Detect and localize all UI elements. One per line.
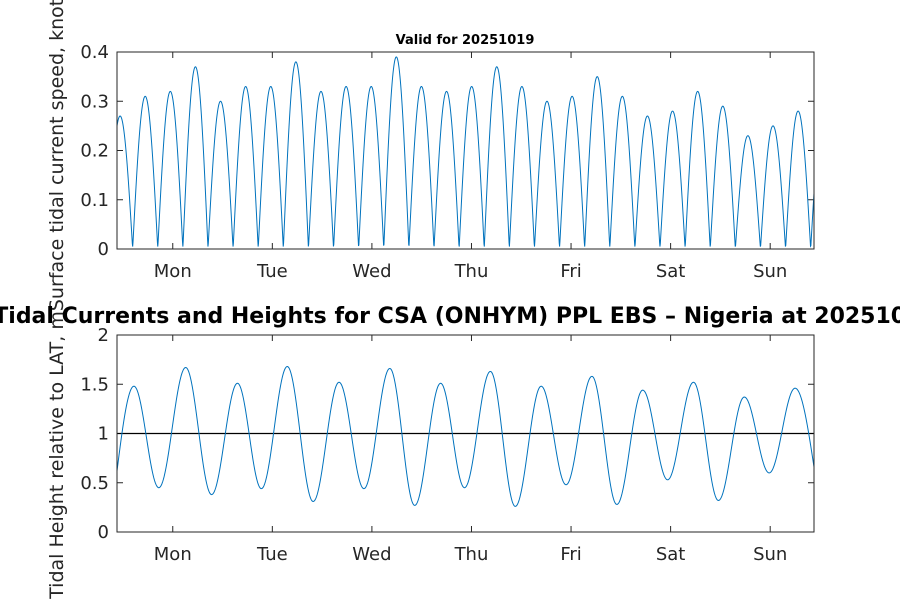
current-axes-box <box>116 51 815 250</box>
x-tick-label: Fri <box>560 544 581 565</box>
x-tick-label: Tue <box>256 544 288 565</box>
y-tick-label: 0.4 <box>80 42 109 63</box>
x-tick-label: Sat <box>656 261 686 282</box>
y-tick-label: 0 <box>98 239 109 260</box>
y-tick-label: 0.1 <box>80 190 109 211</box>
height-axes-box <box>116 334 815 533</box>
y-tick-label: 1 <box>98 424 109 445</box>
y-tick-label: 0.5 <box>80 473 109 494</box>
current-axes-tick-labels: 0 0.1 0.2 0.3 0.4 Mon Tue Wed Thu Fri Sat Sun <box>80 42 787 282</box>
current-axes-title: Valid for 20251019 <box>396 33 535 48</box>
x-tick-label: Mon <box>154 261 192 282</box>
figure-main-title: Tidal Currents and Heights for CSA (ONHY… <box>0 304 900 329</box>
x-tick-label: Mon <box>154 544 192 565</box>
tidal-height-series-line <box>116 366 815 507</box>
current-speed-axes: 0 0.1 0.2 0.3 0.4 Mon Tue Wed Thu Fri Sat Sun Valid… <box>46 0 815 311</box>
y-tick-label: 1.5 <box>80 374 109 395</box>
x-tick-label: Thu <box>454 544 489 565</box>
y-tick-label: 0.3 <box>80 91 109 112</box>
height-axes-tick-labels: 0 0.5 1 1.5 2 Mon Tue Wed Thu Fri Sat Sun <box>80 325 787 565</box>
y-tick-label: 2 <box>98 325 109 346</box>
x-tick-label: Tue <box>256 261 288 282</box>
current-axes-ylabel: Surface tidal current speed, knots <box>46 0 68 311</box>
tidal-height-axes: 0 0.5 1 1.5 2 Mon Tue Wed Thu Fri Sat Sun Tidal Hei… <box>46 311 815 600</box>
x-tick-label: Sun <box>753 261 787 282</box>
y-tick-label: 0 <box>98 522 109 543</box>
x-tick-label: Fri <box>560 261 581 282</box>
height-axes-ylabel: Tidal Height relative to LAT, m <box>46 311 68 600</box>
x-tick-label: Thu <box>454 261 489 282</box>
current-speed-series-line <box>116 56 815 248</box>
current-axes-background <box>117 52 814 249</box>
x-tick-label: Sat <box>656 544 686 565</box>
x-tick-label: Wed <box>352 544 391 565</box>
x-tick-label: Wed <box>352 261 391 282</box>
x-tick-label: Sun <box>753 544 787 565</box>
y-tick-label: 0.2 <box>80 141 109 162</box>
current-axes-ticks <box>117 51 814 250</box>
